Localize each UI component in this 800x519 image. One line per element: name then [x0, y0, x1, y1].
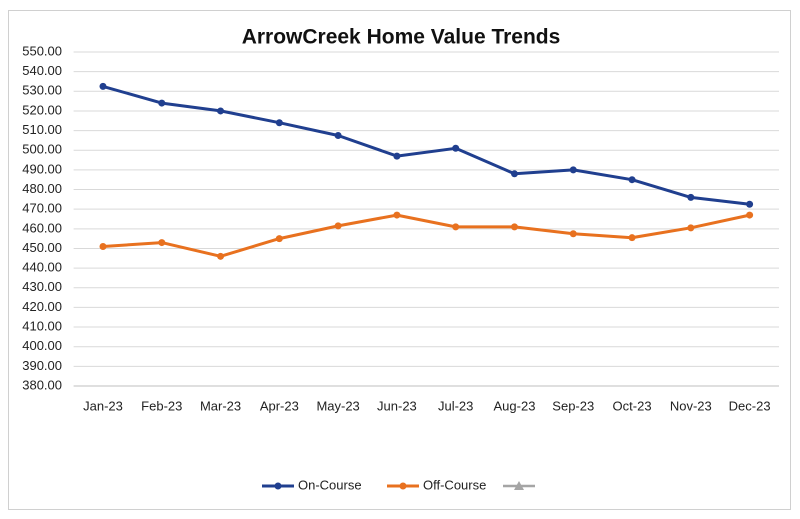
point	[334, 132, 342, 139]
legend-marker	[274, 482, 282, 490]
legend-marker	[399, 482, 407, 490]
x-tick-label: Apr-23	[260, 398, 299, 413]
y-tick-label: 450.00	[22, 240, 62, 255]
x-tick-label: Feb-23	[141, 398, 182, 413]
point	[393, 152, 401, 160]
chart-border	[8, 10, 791, 510]
y-tick-label: 440.00	[22, 260, 62, 275]
point	[158, 239, 166, 247]
legend-label: Off-Course	[423, 477, 486, 492]
x-tick-label: Aug-23	[494, 398, 536, 413]
point	[99, 82, 107, 90]
point	[334, 222, 342, 230]
y-tick-label: 470.00	[22, 201, 62, 216]
point	[569, 166, 577, 174]
y-tick-label: 500.00	[22, 142, 62, 157]
point	[393, 211, 401, 219]
x-tick-label: Sep-23	[552, 398, 594, 413]
x-tick-label: Nov-23	[670, 398, 712, 413]
x-tick-label: Oct-23	[613, 398, 652, 413]
y-tick-label: 520.00	[22, 102, 62, 117]
point	[510, 170, 518, 178]
point	[628, 234, 636, 242]
y-tick-label: 460.00	[22, 220, 62, 235]
point	[158, 99, 166, 107]
y-tick-label: 530.00	[22, 83, 62, 98]
x-tick-label: May-23	[316, 398, 359, 413]
y-tick-label: 390.00	[22, 358, 62, 373]
point	[746, 200, 754, 208]
y-tick-label: 480.00	[22, 181, 62, 196]
point	[275, 119, 283, 127]
y-tick-label: 540.00	[22, 63, 62, 78]
x-tick-label: Jun-23	[377, 398, 417, 413]
point	[746, 211, 754, 219]
y-tick-label: 510.00	[22, 122, 62, 137]
legend-label: On-Course	[298, 477, 362, 492]
y-tick-label: 420.00	[22, 299, 62, 314]
point	[687, 224, 695, 232]
x-tick-label: Dec-23	[729, 398, 771, 413]
y-tick-label: 410.00	[22, 318, 62, 333]
series-line	[102, 213, 750, 258]
chart-title: ArrowCreek Home Value Trends	[242, 26, 561, 49]
y-tick-label: 550.00	[22, 43, 62, 58]
point	[628, 176, 636, 184]
point	[452, 223, 460, 231]
point	[510, 223, 518, 231]
point	[569, 230, 577, 238]
point	[217, 252, 225, 260]
point	[99, 243, 107, 251]
legend-marker	[514, 481, 524, 490]
point	[217, 107, 225, 115]
y-tick-label: 400.00	[22, 338, 62, 353]
y-tick-label: 380.00	[22, 377, 62, 392]
x-tick-label: Jan-23	[83, 398, 123, 413]
point	[452, 144, 460, 152]
x-tick-label: Jul-23	[438, 398, 473, 413]
legend-extra	[503, 481, 535, 490]
y-tick-label: 430.00	[22, 279, 62, 294]
y-tick-label: 490.00	[22, 161, 62, 176]
point	[275, 235, 283, 243]
series-line	[102, 84, 750, 206]
x-tick-label: Mar-23	[200, 398, 241, 413]
point	[687, 193, 695, 201]
